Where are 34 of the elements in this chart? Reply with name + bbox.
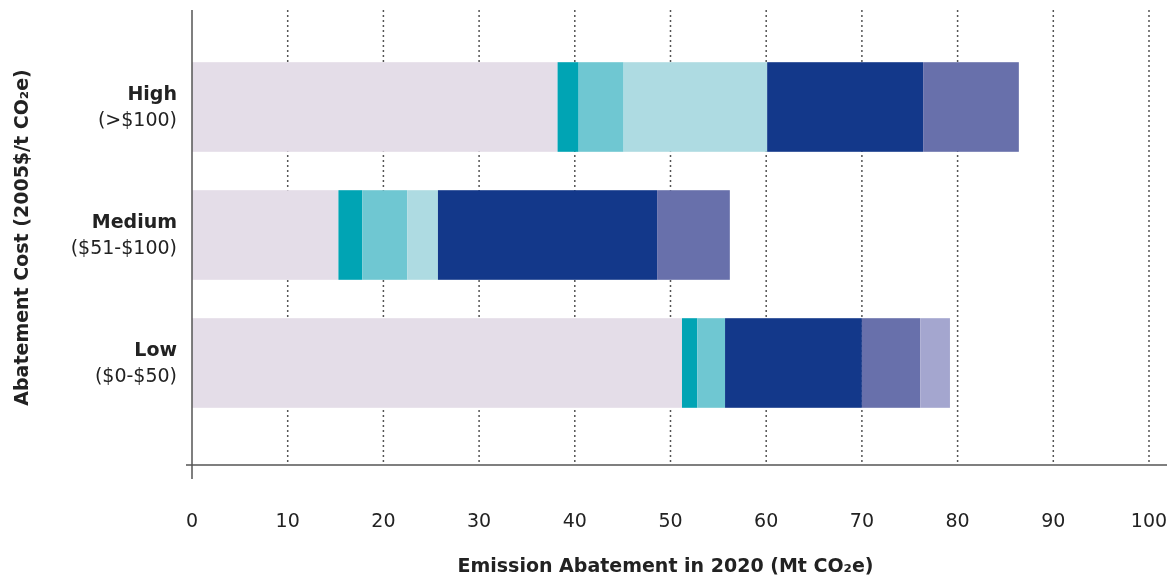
x-tick-label: 90	[1041, 509, 1066, 531]
y-tick-label: High (>$100)	[97, 82, 177, 130]
x-tick-label: 40	[562, 509, 587, 531]
y-tick-label: Medium ($51-$100)	[70, 210, 177, 258]
x-tick-label: 10	[275, 509, 300, 531]
x-tick-label: 50	[658, 509, 683, 531]
bar	[725, 318, 862, 408]
x-tick-label: 100	[1130, 509, 1168, 531]
bar	[362, 190, 408, 280]
bar	[681, 318, 698, 408]
bar	[192, 62, 558, 152]
x-tick-label: 0	[185, 509, 199, 531]
bar	[338, 190, 363, 280]
bar	[407, 190, 438, 280]
bar	[767, 62, 924, 152]
bar	[437, 190, 658, 280]
x-axis-title: Emission Abatement in 2020 (Mt CO₂e)	[457, 554, 874, 576]
bar	[861, 318, 921, 408]
bar	[578, 62, 624, 152]
bar	[192, 318, 682, 408]
bar	[657, 190, 730, 280]
y-axis-title: Abatement Cost (2005$/t CO₂e)	[10, 69, 32, 406]
x-tick-label: 60	[754, 509, 779, 531]
bar	[920, 318, 950, 408]
bar	[697, 318, 726, 408]
bar	[923, 62, 1019, 152]
bar	[623, 62, 768, 152]
x-tick-label: 30	[467, 509, 492, 531]
x-tick-label: 20	[371, 509, 396, 531]
y-tick-label: Low ($0-$50)	[94, 338, 177, 386]
bar	[192, 190, 339, 280]
bar	[557, 62, 579, 152]
x-tick-label: 70	[849, 509, 874, 531]
x-tick-label: 80	[945, 509, 970, 531]
